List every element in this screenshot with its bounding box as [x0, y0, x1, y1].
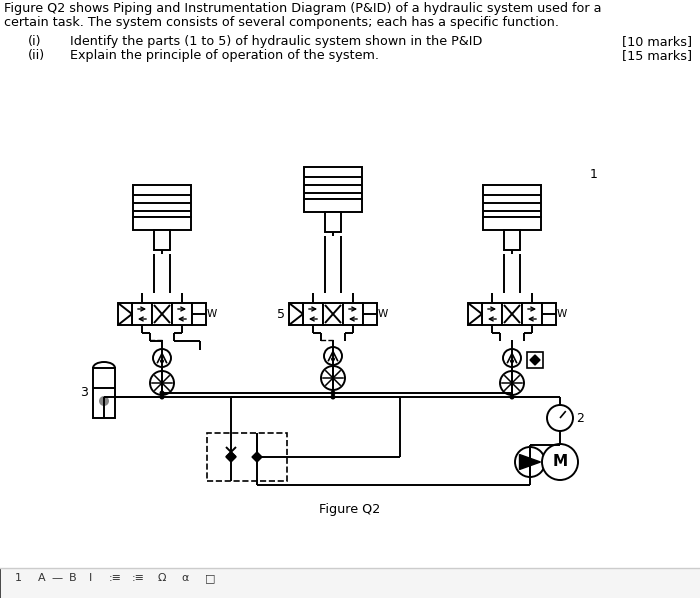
Text: Identify the parts (1 to 5) of hydraulic system shown in the P&ID: Identify the parts (1 to 5) of hydraulic… — [70, 35, 482, 48]
Text: (i): (i) — [28, 35, 41, 48]
Bar — [172, 303, 192, 325]
Text: :≡: :≡ — [132, 573, 144, 583]
Text: Explain the principle of operation of the system.: Explain the principle of operation of th… — [70, 49, 379, 62]
Circle shape — [542, 444, 578, 480]
Circle shape — [510, 359, 514, 363]
Bar — [522, 303, 542, 325]
Bar — [482, 303, 502, 325]
Text: W: W — [378, 309, 388, 319]
Text: W: W — [557, 309, 567, 319]
Bar — [323, 303, 343, 325]
Circle shape — [321, 366, 345, 390]
Bar — [304, 167, 362, 199]
Circle shape — [324, 347, 342, 365]
Circle shape — [160, 359, 164, 363]
Bar — [527, 352, 543, 368]
Circle shape — [160, 395, 164, 399]
Text: 3: 3 — [80, 386, 88, 399]
Circle shape — [330, 390, 335, 395]
Text: Figure Q2 shows Piping and Instrumentation Diagram (P&ID) of a hydraulic system : Figure Q2 shows Piping and Instrumentati… — [4, 2, 601, 15]
Circle shape — [99, 396, 109, 406]
Text: 1: 1 — [15, 573, 22, 583]
Text: α: α — [181, 573, 189, 583]
Bar — [468, 303, 482, 325]
Polygon shape — [226, 452, 236, 462]
Text: M: M — [552, 454, 568, 469]
Bar — [154, 230, 170, 250]
Bar — [304, 199, 362, 212]
Text: [10 marks]: [10 marks] — [622, 35, 692, 48]
Circle shape — [150, 371, 174, 395]
Text: I: I — [88, 573, 92, 583]
Text: :≡: :≡ — [108, 573, 122, 583]
Text: —: — — [51, 573, 62, 583]
Bar — [118, 303, 132, 325]
Bar — [133, 217, 191, 230]
Bar — [343, 303, 363, 325]
Text: (ii): (ii) — [28, 49, 45, 62]
Bar — [502, 303, 522, 325]
Bar — [504, 230, 520, 250]
Circle shape — [503, 349, 521, 367]
Text: Figure Q2: Figure Q2 — [319, 503, 381, 516]
Circle shape — [515, 447, 545, 477]
Circle shape — [331, 357, 335, 361]
Polygon shape — [530, 355, 540, 365]
Bar — [132, 303, 152, 325]
Circle shape — [153, 349, 171, 367]
Text: 5: 5 — [277, 307, 285, 321]
Text: 2: 2 — [576, 411, 584, 425]
Bar — [192, 303, 206, 325]
Bar — [483, 217, 541, 230]
Text: 1: 1 — [590, 168, 598, 181]
Bar — [483, 185, 541, 217]
Text: [15 marks]: [15 marks] — [622, 49, 692, 62]
Bar — [133, 185, 191, 217]
Text: certain task. The system consists of several components; each has a specific fun: certain task. The system consists of sev… — [4, 16, 559, 29]
Bar — [289, 303, 303, 325]
Circle shape — [330, 395, 335, 399]
Bar — [207, 433, 287, 481]
Bar — [325, 212, 341, 232]
Bar — [542, 303, 556, 325]
Text: W: W — [207, 309, 217, 319]
Bar — [303, 303, 323, 325]
Bar — [363, 303, 377, 325]
Text: B: B — [69, 573, 77, 583]
Text: A: A — [38, 573, 46, 583]
Bar — [152, 303, 172, 325]
Polygon shape — [519, 454, 540, 469]
Bar — [0, 568, 700, 598]
Text: Ω: Ω — [158, 573, 167, 583]
Bar — [93, 368, 115, 418]
Circle shape — [547, 405, 573, 431]
Circle shape — [500, 371, 524, 395]
Circle shape — [510, 395, 514, 399]
Circle shape — [160, 390, 164, 395]
Polygon shape — [252, 452, 262, 462]
Text: □: □ — [204, 573, 216, 583]
